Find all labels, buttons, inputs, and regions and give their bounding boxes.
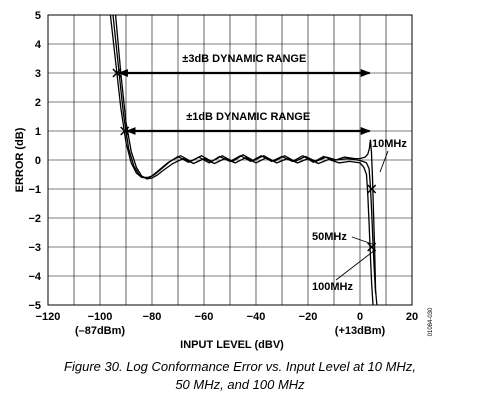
x-marker-stroke (367, 184, 377, 194)
y-tick-label: 1 (35, 126, 41, 138)
curve-label: 50MHz (312, 231, 347, 243)
y-tick-label: 3 (35, 68, 41, 80)
x-marker (120, 126, 130, 136)
curve-label-leader (351, 236, 376, 246)
y-tick-label: 0 (35, 155, 41, 167)
x-tick-label: −100 (88, 311, 113, 323)
dynamic-range-label: ±3dB DYNAMIC RANGE (182, 53, 306, 65)
y-tick-label: −4 (28, 271, 41, 283)
y-tick-label: 5 (35, 10, 41, 22)
x-subnote-label: (+13dBm) (335, 325, 386, 337)
plot-frame (47, 14, 413, 306)
curve-label: 10MHz (372, 138, 407, 150)
document-id: 01084-030 (428, 307, 434, 336)
y-tick-label: 2 (35, 97, 41, 109)
plot-border (47, 14, 413, 306)
y-tick-label: −2 (28, 213, 41, 225)
chart-series (109, 14, 378, 306)
curve-label: 100MHz (312, 281, 353, 293)
y-tick-label: −1 (28, 184, 41, 196)
x-marker-stroke (120, 126, 130, 136)
x-marker (367, 184, 377, 194)
figure-caption-line-2: 50 MHz, and 100 MHz (175, 377, 305, 392)
y-tick-label: 4 (35, 39, 42, 51)
figure-caption-line-1: Figure 30. Log Conformance Error vs. Inp… (64, 359, 416, 374)
dynamic-range-label: ±1dB DYNAMIC RANGE (186, 111, 310, 123)
x-tick-label: −20 (299, 311, 318, 323)
x-tick-label: −120 (36, 311, 61, 323)
series-line-100mhz (114, 14, 374, 306)
x-subnote-label: (–87dBm) (75, 325, 125, 337)
curve-label-leader (379, 150, 389, 173)
chart-annotations: ±3dB DYNAMIC RANGE ±1dB DYNAMIC RANGE 10MH… (112, 53, 407, 293)
y-axis-label: ERROR (dB) (14, 127, 26, 192)
x-tick-label: −60 (195, 311, 214, 323)
y-tick-label: −3 (28, 242, 41, 254)
tick-labels: −120 −100 −80 −60 −40 −20 0 20 −5 −4 −3 −2 −1 0 1 2 3 4 5 (… (28, 10, 418, 337)
curve-label-leader (335, 249, 376, 281)
x-tick-label: 20 (406, 311, 418, 323)
x-tick-label: 0 (357, 311, 363, 323)
x-marker-stroke (112, 68, 122, 78)
x-axis-label: INPUT LEVEL (dBV) (180, 339, 284, 351)
x-tick-label: −40 (247, 311, 266, 323)
y-tick-label: −5 (28, 300, 41, 312)
x-tick-label: −80 (143, 311, 162, 323)
x-marker (112, 68, 122, 78)
